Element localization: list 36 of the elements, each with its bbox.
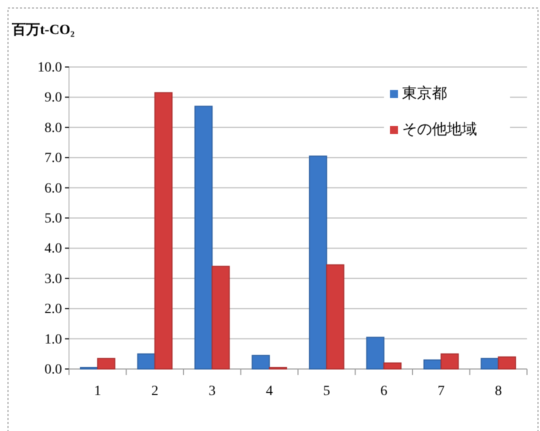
x-tick-label: 2 bbox=[151, 384, 158, 399]
legend-label: その他地域 bbox=[402, 121, 477, 138]
y-tick-label: 2.0 bbox=[44, 302, 62, 318]
y-tick-label: 1.0 bbox=[44, 332, 62, 348]
y-tick-label: 8.0 bbox=[44, 120, 62, 136]
bar bbox=[498, 356, 516, 370]
bar bbox=[97, 358, 116, 370]
bar bbox=[137, 353, 156, 370]
bar bbox=[383, 362, 402, 370]
y-tick-label: 4.0 bbox=[44, 242, 62, 257]
legend-label: 東京都 bbox=[402, 85, 447, 102]
bar bbox=[423, 359, 442, 370]
x-tick-label: 4 bbox=[266, 384, 273, 399]
bar bbox=[194, 106, 213, 370]
y-tick-label: 7.0 bbox=[44, 151, 62, 166]
y-tick-label: 10.0 bbox=[38, 60, 62, 76]
x-tick-label: 6 bbox=[380, 384, 388, 399]
y-tick-label: 0.0 bbox=[44, 362, 62, 378]
y-tick-label: 6.0 bbox=[44, 181, 62, 196]
bar bbox=[212, 266, 230, 370]
y-tick-label: 3.0 bbox=[44, 272, 62, 287]
bar bbox=[366, 336, 384, 370]
x-tick-label: 8 bbox=[494, 384, 502, 399]
x-tick-label: 1 bbox=[94, 384, 102, 399]
x-tick-label: 5 bbox=[323, 384, 330, 399]
bar bbox=[440, 353, 459, 370]
x-tick-label: 7 bbox=[438, 384, 445, 399]
bar bbox=[326, 264, 344, 370]
y-tick-label: 9.0 bbox=[44, 90, 62, 106]
bar bbox=[252, 354, 270, 370]
y-tick-label: 5.0 bbox=[44, 211, 62, 226]
bar bbox=[154, 92, 173, 370]
bar bbox=[480, 358, 499, 370]
x-tick-label: 3 bbox=[208, 384, 216, 399]
bar bbox=[308, 156, 328, 370]
y-axis-title: 百万t-CO₂ bbox=[11, 23, 75, 38]
